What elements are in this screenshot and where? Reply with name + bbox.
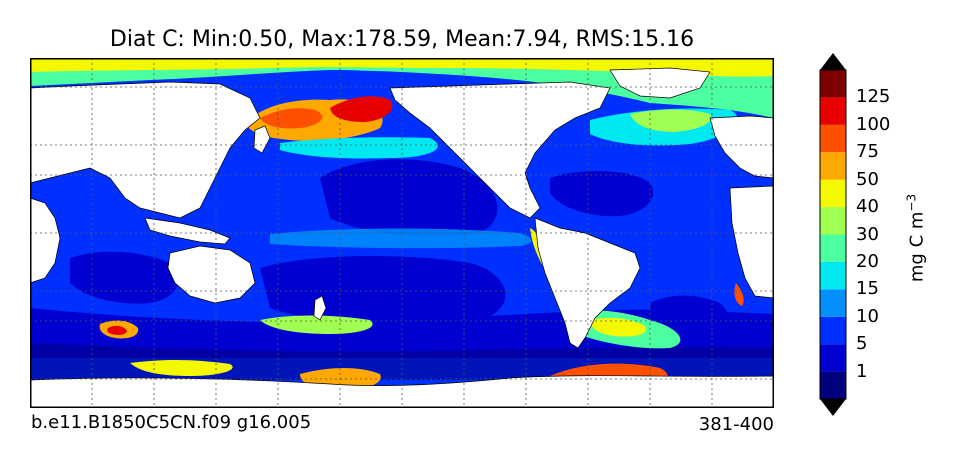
- colorbar-tick-label: 10: [856, 305, 879, 327]
- years-label: 381-400: [698, 414, 774, 435]
- colorbar-tick-label: 5: [856, 333, 868, 355]
- africa-east: [729, 185, 774, 299]
- colorbar-tick-label: 1: [856, 360, 868, 382]
- colorbar-swatch: [820, 371, 846, 399]
- australia: [167, 245, 256, 304]
- europe-east: [709, 115, 774, 179]
- greenland: [609, 67, 711, 99]
- colorbar-swatch: [820, 289, 846, 317]
- antarctic-fringe: [130, 360, 233, 376]
- colorbar-swatch: [820, 152, 846, 180]
- colorbar-swatch: [820, 70, 846, 98]
- colorbar-tick-label: 40: [856, 196, 879, 218]
- colorbar-tick-label: 75: [856, 141, 879, 163]
- benguela-upwelling: [734, 283, 744, 306]
- colorbar-tick-label: 125: [856, 86, 891, 108]
- north-atlantic-core: [630, 109, 712, 132]
- north-america: [389, 81, 611, 219]
- new-zealand: [313, 295, 327, 321]
- colorbar-frame: [819, 69, 847, 400]
- colorbar-swatch: [820, 207, 846, 235]
- south-america: [534, 217, 641, 349]
- north-atlantic-gyre: [550, 171, 654, 217]
- colorbar-swatch: [820, 261, 846, 290]
- colorbar: [819, 53, 847, 416]
- arctic-band-high: [30, 58, 774, 77]
- japan: [253, 125, 271, 154]
- colorbar-swatch: [820, 124, 846, 153]
- colorbar-tick-label: 30: [856, 223, 879, 245]
- colorbar-extend-min: [820, 399, 846, 416]
- colorbar-swatch: [820, 234, 846, 262]
- colorbar-swatch: [820, 316, 846, 345]
- colorbar-tick-label: 20: [856, 250, 879, 272]
- gridlines: [30, 58, 774, 408]
- plot-title: Diat C: Min:0.50, Max:178.59, Mean:7.94,…: [109, 27, 695, 52]
- colorbar-tick-label: 100: [856, 113, 891, 135]
- colorbar-swatch: [820, 97, 846, 125]
- case-label: b.e11.B1850C5CN.f09 g16.005: [31, 412, 312, 433]
- north-pacific-rim: [280, 137, 438, 159]
- colorbar-swatch: [820, 179, 846, 208]
- africa-west: [30, 197, 61, 284]
- colorbar-tick-label: 15: [856, 278, 879, 300]
- equatorial-band: [270, 228, 532, 249]
- bering-hotspot: [330, 96, 393, 122]
- colorbar-extend-max: [820, 53, 846, 70]
- kamchatka-core: [260, 108, 323, 129]
- kerguelen-core: [107, 325, 127, 335]
- ocean-map: [30, 58, 774, 408]
- patagonia-core: [590, 318, 646, 337]
- unit-exponent: −3: [904, 193, 919, 212]
- eurasia-west: [30, 81, 261, 219]
- indonesia: [144, 217, 231, 245]
- new-zealand-plume: [260, 315, 373, 334]
- colorbar-tick-label: 50: [856, 168, 879, 190]
- unit-label: mg C m−3: [905, 194, 928, 282]
- unit-base: mg C m: [906, 211, 928, 283]
- colorbar-swatch: [820, 344, 846, 372]
- north-pacific-gyre: [320, 159, 498, 238]
- map-frame: [30, 58, 774, 408]
